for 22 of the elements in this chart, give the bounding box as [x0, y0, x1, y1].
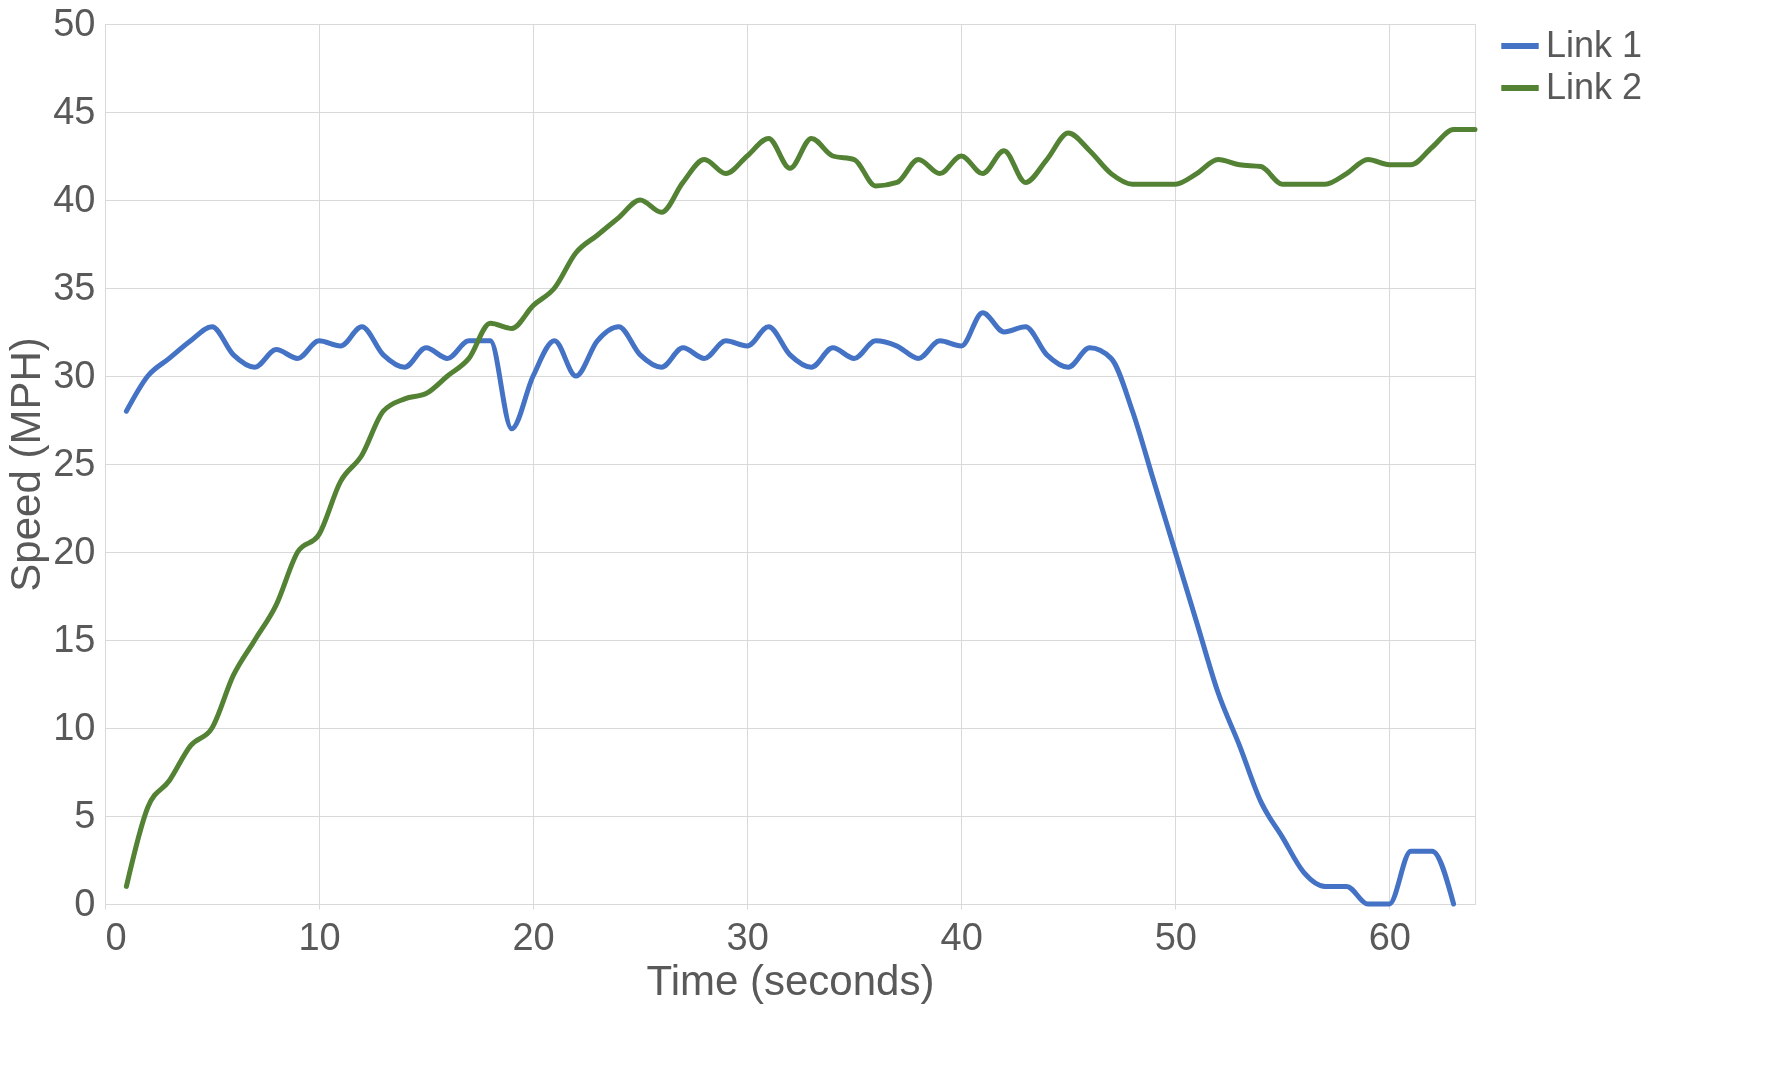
y-tick-label: 25: [53, 441, 96, 484]
y-tick-label: 45: [53, 89, 96, 132]
y-tick-label: 50: [53, 1, 96, 44]
x-axis-title: Time (seconds): [646, 956, 935, 1004]
y-axis-title: Speed (MPH): [2, 337, 50, 592]
y-tick-label: 35: [53, 265, 96, 308]
x-tick-label: 30: [726, 915, 769, 958]
y-tick-label: 0: [74, 881, 96, 924]
y-tick-label: 15: [53, 617, 96, 660]
y-tick-label: 5: [74, 793, 96, 836]
x-tick-label: 20: [512, 915, 555, 958]
x-tick-label: 50: [1154, 915, 1197, 958]
legend-label: Link 2: [1546, 66, 1643, 107]
legend-label: Link 1: [1546, 24, 1643, 65]
x-tick-label: 10: [298, 915, 341, 958]
x-tick-label: 40: [940, 915, 983, 958]
y-tick-label: 20: [53, 529, 96, 572]
y-tick-label: 30: [53, 353, 96, 396]
x-tick-label: 0: [105, 915, 127, 958]
x-tick-label: 60: [1368, 915, 1412, 958]
y-tick-label: 40: [53, 177, 96, 220]
y-tick-label: 10: [53, 705, 96, 748]
